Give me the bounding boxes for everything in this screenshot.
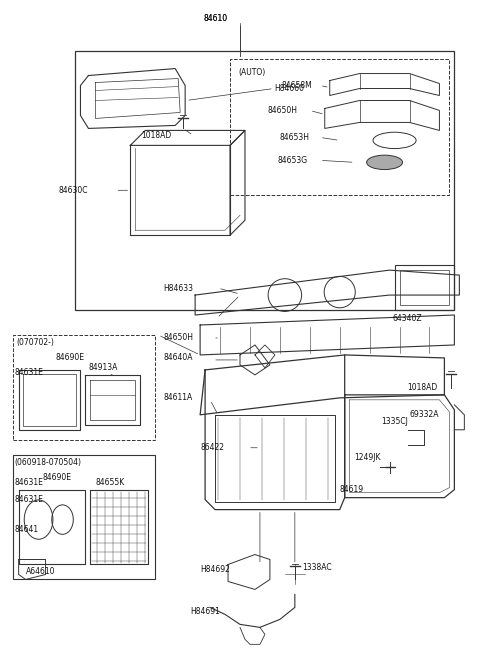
Text: 64340Z: 64340Z (393, 314, 422, 323)
Bar (399, 270, 449, 305)
Text: 84630C: 84630C (59, 186, 88, 195)
Text: 84631E: 84631E (15, 478, 44, 487)
Text: 84653H: 84653H (280, 133, 310, 142)
Text: 84650H: 84650H (163, 333, 193, 342)
Text: 84913A: 84913A (88, 363, 118, 373)
Text: 69332A: 69332A (410, 410, 439, 419)
Text: 86422: 86422 (200, 443, 224, 452)
Text: 84619: 84619 (340, 485, 364, 494)
Text: 84611A: 84611A (163, 394, 192, 402)
Text: A64610: A64610 (25, 567, 55, 576)
Text: H84691: H84691 (190, 607, 220, 616)
Text: 1018AD: 1018AD (141, 131, 171, 140)
Ellipse shape (367, 155, 403, 169)
Text: 84631E: 84631E (15, 369, 44, 377)
Bar (75, 51, 455, 310)
Text: 84610: 84610 (203, 14, 227, 23)
Text: 84631E: 84631E (15, 495, 44, 504)
Text: 84641: 84641 (15, 525, 39, 534)
Bar (230, 58, 449, 195)
Text: (AUTO): (AUTO) (238, 68, 265, 77)
Text: 84653G: 84653G (278, 156, 308, 165)
Bar (12, 335, 155, 440)
Text: 1335CJ: 1335CJ (382, 417, 408, 426)
Text: H84692: H84692 (200, 565, 230, 574)
Text: 84690E: 84690E (56, 354, 84, 362)
Text: 84655K: 84655K (96, 478, 125, 487)
Text: 84610: 84610 (203, 14, 227, 23)
Text: 1249JK: 1249JK (355, 453, 381, 462)
Text: 84690E: 84690E (43, 473, 72, 482)
Bar (12, 455, 155, 579)
Text: 1338AC: 1338AC (302, 563, 332, 572)
Bar (395, 265, 455, 310)
Text: H84660: H84660 (274, 84, 304, 93)
Text: 1018AD: 1018AD (407, 383, 437, 392)
Text: 84658M: 84658M (282, 81, 312, 90)
Text: (070702-): (070702-) (17, 338, 55, 348)
Text: 84650H: 84650H (268, 106, 298, 115)
Text: 84640A: 84640A (163, 354, 193, 362)
Text: H84633: H84633 (163, 283, 193, 293)
Text: (060918-070504): (060918-070504) (15, 458, 82, 467)
